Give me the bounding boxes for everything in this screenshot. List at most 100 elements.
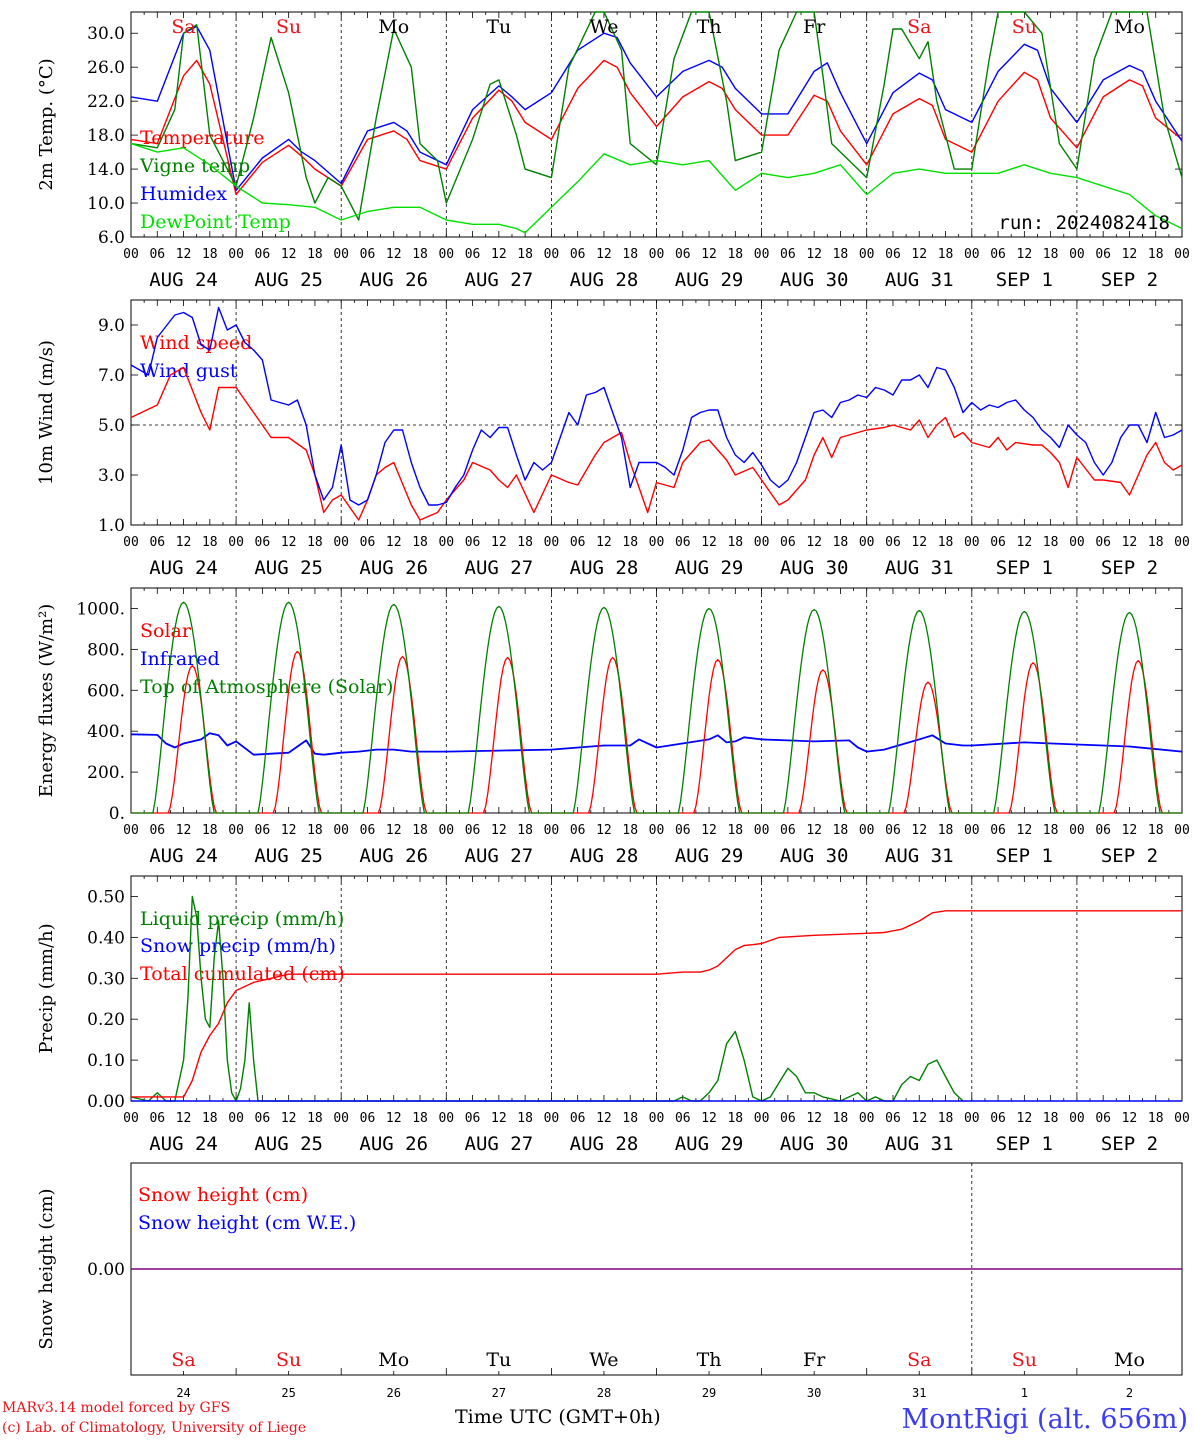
x-hour-label: 12 — [806, 823, 822, 838]
x-hour-label: 00 — [1069, 1111, 1085, 1126]
x-hour-label: 06 — [780, 823, 796, 838]
day-name-bottom: Th — [697, 1349, 722, 1371]
plot-frame — [130, 299, 1183, 526]
x-hour-label: 12 — [1017, 1111, 1033, 1126]
y-tick-label: 10.0 — [87, 194, 125, 214]
x-date-label: AUG 28 — [570, 1133, 639, 1155]
x-hour-label: 00 — [1069, 823, 1085, 838]
x-hour-label: 06 — [885, 1111, 901, 1126]
day-name-top: Mo — [378, 16, 409, 38]
x-hour-label: 00 — [754, 535, 770, 550]
x-hour-label: 18 — [307, 535, 323, 550]
x-date-label: AUG 28 — [570, 269, 639, 291]
x-hour-label: 12 — [701, 535, 717, 550]
x-date-label: SEP 2 — [1101, 845, 1158, 867]
legend-entry: Wind gust — [140, 360, 238, 382]
day-number: 24 — [176, 1386, 190, 1400]
x-hour-label: 12 — [596, 535, 612, 550]
x-hour-label: 12 — [176, 823, 192, 838]
x-hour-label: 18 — [833, 247, 849, 262]
x-hour-label: 12 — [1017, 535, 1033, 550]
x-hour-label: 00 — [123, 247, 139, 262]
day-name-bottom: Fr — [803, 1349, 826, 1371]
y-tick-label: 1000. — [76, 599, 125, 619]
x-hour-label: 06 — [465, 247, 481, 262]
x-hour-label: 12 — [701, 247, 717, 262]
x-hour-label: 18 — [833, 1111, 849, 1126]
x-hour-label: 18 — [412, 823, 428, 838]
x-hour-label: 06 — [570, 247, 586, 262]
x-hour-label: 00 — [859, 247, 875, 262]
credit-line-2: (c) Lab. of Climatology, University of L… — [2, 1420, 307, 1436]
x-hour-label: 06 — [675, 823, 691, 838]
x-hour-label: 12 — [596, 823, 612, 838]
x-hour-label: 18 — [622, 247, 638, 262]
x-hour-label: 12 — [1122, 1111, 1138, 1126]
x-date-label: AUG 24 — [149, 1133, 218, 1155]
x-hour-label: 00 — [123, 1111, 139, 1126]
x-hour-label: 18 — [622, 535, 638, 550]
day-number: 1 — [1021, 1386, 1028, 1400]
day-name-top: Sa — [171, 16, 195, 38]
panel-3: 0. 200. 400. 600. 800. 1000. Energy fluxes (W/… — [36, 587, 1190, 867]
x-hour-label: 00 — [123, 535, 139, 550]
x-hour-label: 12 — [386, 1111, 402, 1126]
x-hour-label: 12 — [176, 535, 192, 550]
x-date-label: AUG 31 — [885, 269, 954, 291]
y-tick-label: 0.40 — [87, 928, 125, 948]
panel-2: 1.0 3.0 5.0 7.0 9.0 10m Wind (m/s) Wind speed W… — [36, 299, 1190, 579]
x-hour-label: 00 — [1174, 1111, 1190, 1126]
y-tick-label: 800. — [87, 640, 125, 660]
x-hour-label: 18 — [412, 535, 428, 550]
x-hour-label: 00 — [859, 535, 875, 550]
y-tick-label: 200. — [87, 763, 125, 783]
x-date-label: SEP 2 — [1101, 269, 1158, 291]
x-hour-label: 18 — [1043, 1111, 1059, 1126]
x-hour-label: 06 — [780, 535, 796, 550]
x-hour-label: 06 — [149, 1111, 165, 1126]
x-hour-label: 12 — [596, 247, 612, 262]
x-hour-label: 18 — [622, 1111, 638, 1126]
x-date-label: AUG 24 — [149, 269, 218, 291]
x-hour-label: 00 — [1069, 535, 1085, 550]
x-hour-label: 00 — [649, 247, 665, 262]
x-hour-label: 06 — [149, 247, 165, 262]
x-hour-label: 18 — [1043, 247, 1059, 262]
x-hour-label: 00 — [964, 823, 980, 838]
x-hour-label: 00 — [228, 823, 244, 838]
day-name-top: Sa — [907, 16, 931, 38]
x-date-label: AUG 27 — [465, 269, 534, 291]
x-hour-label: 00 — [1069, 247, 1085, 262]
x-hour-label: 00 — [649, 535, 665, 550]
x-hour-label: 18 — [727, 247, 743, 262]
x-hour-label: 00 — [859, 1111, 875, 1126]
legend-entry: Solar — [140, 620, 192, 642]
x-date-label: AUG 30 — [780, 269, 849, 291]
x-hour-label: 06 — [675, 1111, 691, 1126]
x-date-label: AUG 27 — [465, 557, 534, 579]
x-hour-label: 06 — [149, 535, 165, 550]
x-hour-label: 06 — [570, 823, 586, 838]
x-hour-label: 00 — [228, 535, 244, 550]
day-name-top: Mo — [1114, 16, 1145, 38]
x-hour-label: 18 — [938, 535, 954, 550]
series-vigne-temp — [130, 11, 1183, 221]
x-hour-label: 00 — [333, 247, 349, 262]
y-tick-label: 0.30 — [87, 969, 125, 989]
x-hour-label: 18 — [938, 1111, 954, 1126]
panel-4: 0.00 0.10 0.20 0.30 0.40 0.50 Precip (mm/h) Liq… — [36, 875, 1190, 1155]
legend-entry: Snow precip (mm/h) — [140, 935, 336, 957]
x-date-label: AUG 25 — [254, 557, 323, 579]
day-name-bottom: Su — [1012, 1349, 1037, 1371]
legend-entry: Humidex — [140, 183, 227, 205]
x-date-label: AUG 27 — [465, 1133, 534, 1155]
x-hour-label: 18 — [622, 823, 638, 838]
x-hour-label: 12 — [1017, 823, 1033, 838]
x-hour-label: 18 — [938, 247, 954, 262]
x-hour-label: 12 — [1017, 247, 1033, 262]
x-hour-label: 00 — [544, 1111, 560, 1126]
x-hour-label: 00 — [123, 823, 139, 838]
series-total-cumulated-cm — [131, 910, 1182, 1098]
day-name-bottom: Mo — [378, 1349, 409, 1371]
x-hour-label: 06 — [990, 535, 1006, 550]
